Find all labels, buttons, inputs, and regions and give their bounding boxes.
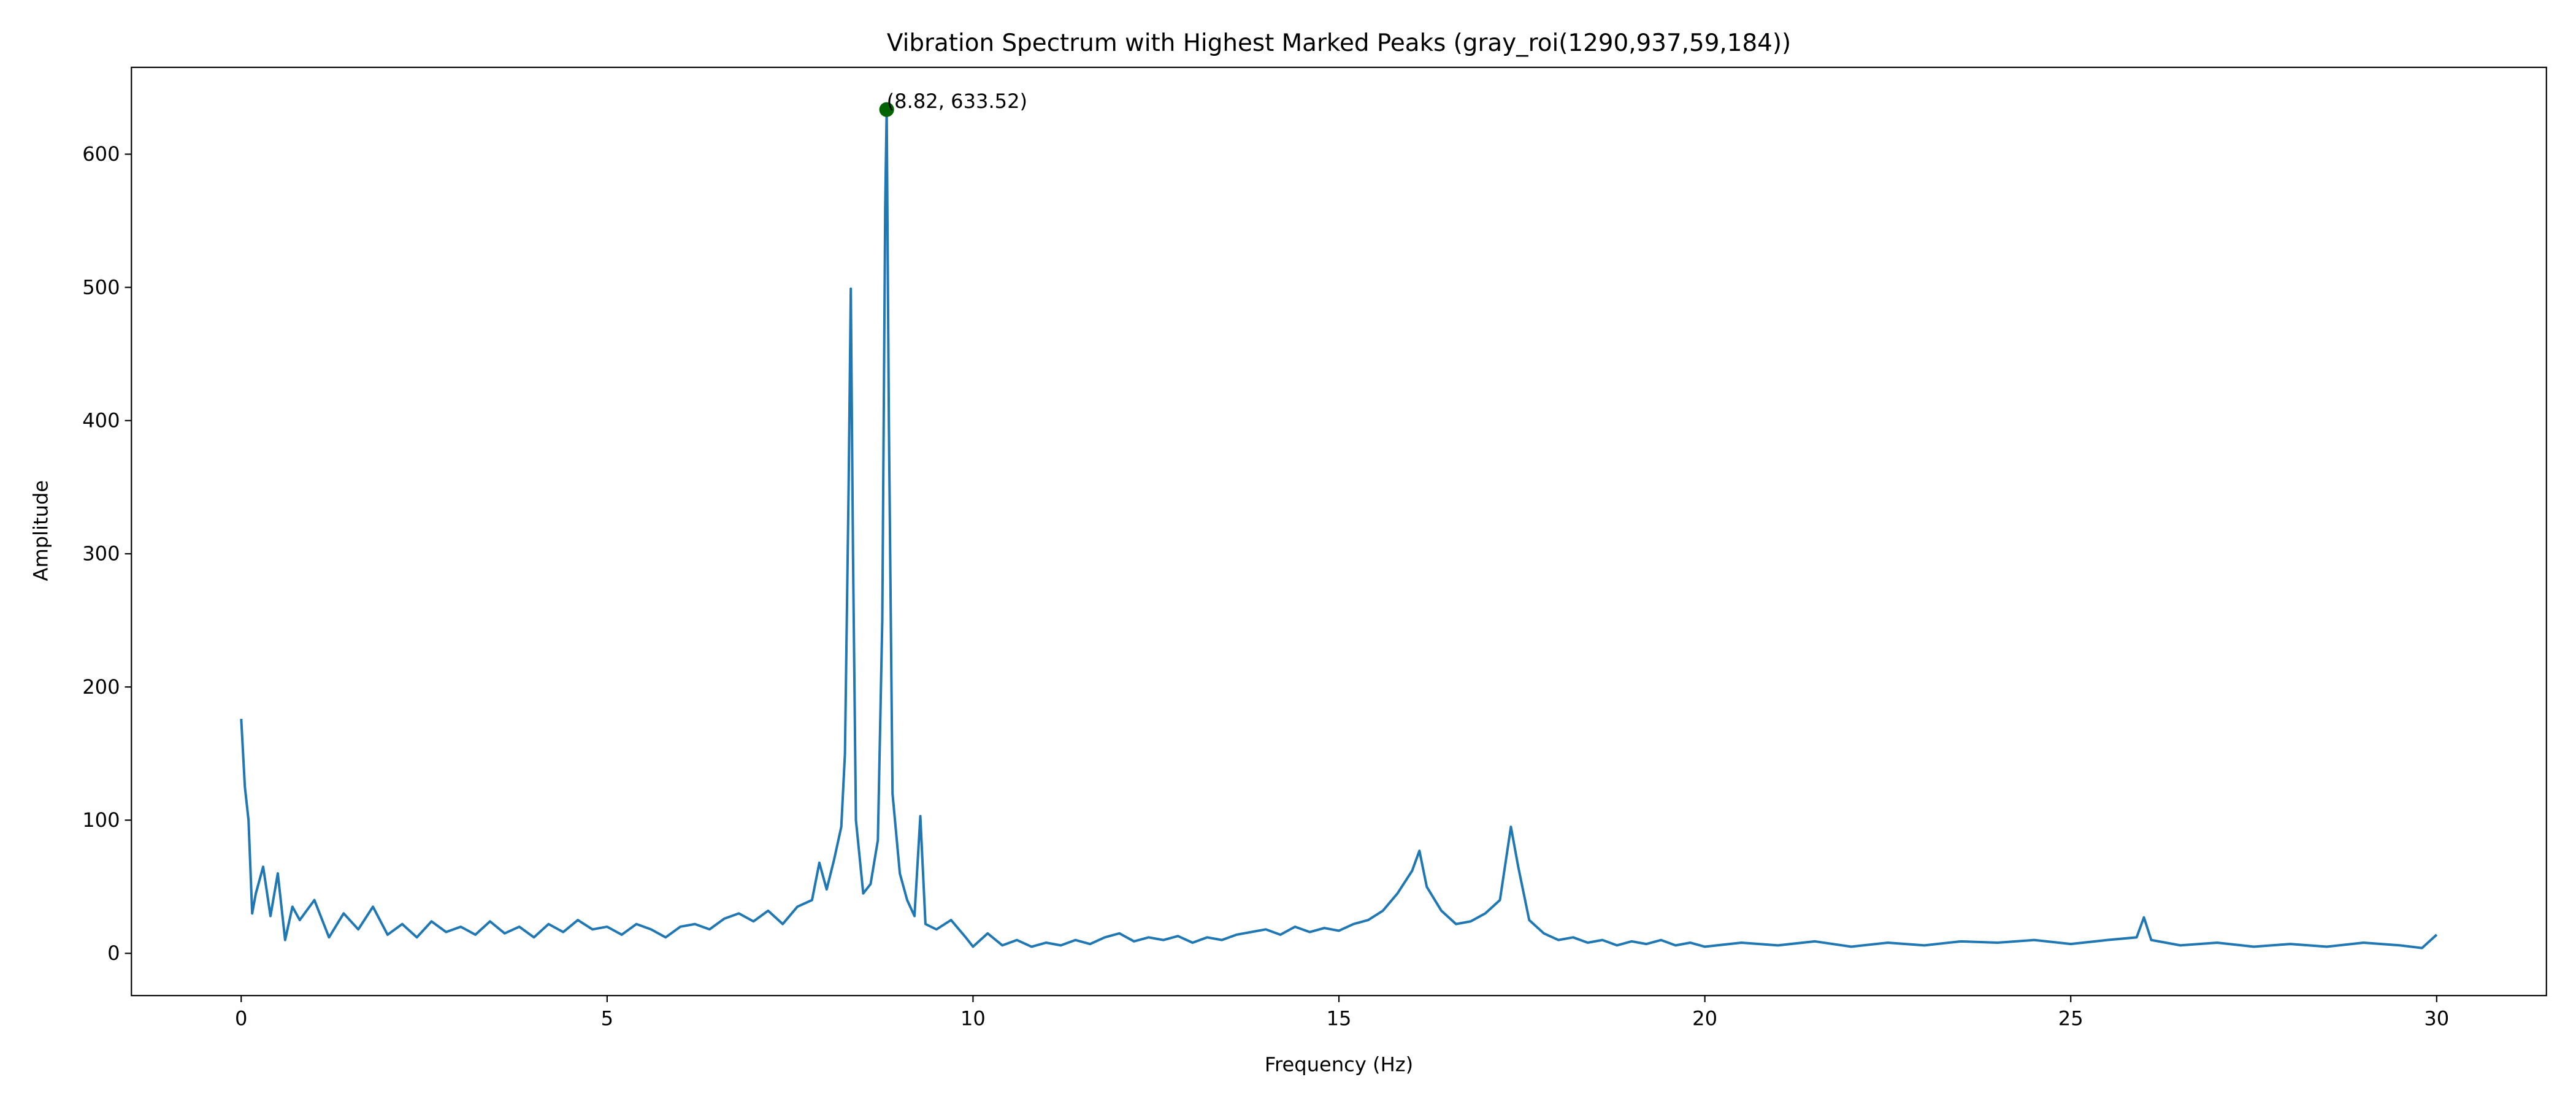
y-tick-label: 0 xyxy=(107,941,120,965)
peak-marker xyxy=(879,102,894,117)
spectrum-line xyxy=(240,108,2438,949)
peak-label: (8.82, 633.52) xyxy=(887,90,1027,113)
y-tick-label: 600 xyxy=(82,142,120,166)
y-tick-label: 200 xyxy=(82,675,120,699)
x-axis-label: Frequency (Hz) xyxy=(1265,1052,1413,1076)
y-tick-label: 400 xyxy=(82,408,120,432)
x-tick-label: 25 xyxy=(2058,1006,2083,1030)
x-tick-label: 20 xyxy=(1692,1006,1717,1030)
x-tick-label: 30 xyxy=(2424,1006,2449,1030)
y-axis-label: Amplitude xyxy=(29,480,53,581)
x-tick-label: 15 xyxy=(1327,1006,1352,1030)
y-tick-label: 100 xyxy=(82,808,120,832)
plot-frame xyxy=(131,66,2547,997)
x-tick-label: 10 xyxy=(960,1006,986,1030)
x-tick-label: 0 xyxy=(235,1006,247,1030)
chart-title: Vibration Spectrum with Highest Marked P… xyxy=(887,29,1791,57)
x-tick-label: 5 xyxy=(601,1006,613,1030)
y-tick-label: 300 xyxy=(82,542,120,565)
y-tick-label: 500 xyxy=(82,275,120,299)
